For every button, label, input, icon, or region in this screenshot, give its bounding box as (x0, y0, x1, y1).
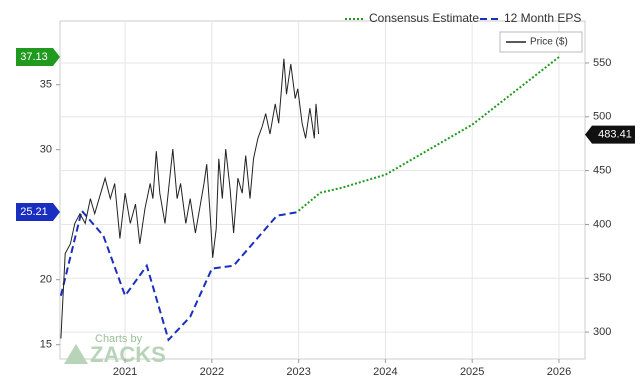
y2-tick-label: 550 (593, 57, 611, 69)
x-tick-label: 2026 (547, 366, 571, 378)
watermark-logo: ZACKS (90, 342, 166, 367)
series-line (297, 56, 560, 212)
y2-tick-label: 350 (593, 272, 611, 284)
y2-tick-label: 400 (593, 218, 611, 230)
watermark-icon (64, 344, 88, 364)
series-line (59, 208, 299, 342)
legend-label: Price ($) (530, 37, 568, 48)
price-legend-box (499, 31, 583, 53)
x-tick-label: 2023 (286, 366, 310, 378)
x-tick-label: 2025 (460, 366, 484, 378)
y-tick-label: 30 (40, 144, 52, 156)
legend-label: Consensus Estimate (369, 11, 479, 25)
series-line (60, 58, 320, 339)
y-tick-label: 35 (40, 79, 52, 91)
y-tick-label: 20 (40, 274, 52, 286)
x-tick-label: 2021 (113, 366, 137, 378)
x-tick-label: 2024 (373, 366, 397, 378)
y2-tick-label: 500 (593, 111, 611, 123)
marks (59, 56, 560, 342)
x-tick-label: 2022 (200, 366, 224, 378)
y2-tick-label: 300 (593, 326, 611, 338)
price-badge (585, 125, 635, 144)
watermark-small: Charts by (95, 333, 143, 345)
eps-badge (16, 48, 60, 67)
y2-tick-label: 450 (593, 165, 611, 177)
legend-label: 12 Month EPS (504, 11, 581, 25)
eps-badge-label: 37.13 (20, 51, 48, 63)
plot-area (59, 20, 586, 360)
eps-badge (16, 202, 60, 221)
price-badge-label: 483.41 (598, 129, 632, 141)
y-tick-label: 15 (40, 339, 52, 351)
eps-badge-label: 25.21 (20, 206, 48, 218)
grid (60, 21, 585, 359)
